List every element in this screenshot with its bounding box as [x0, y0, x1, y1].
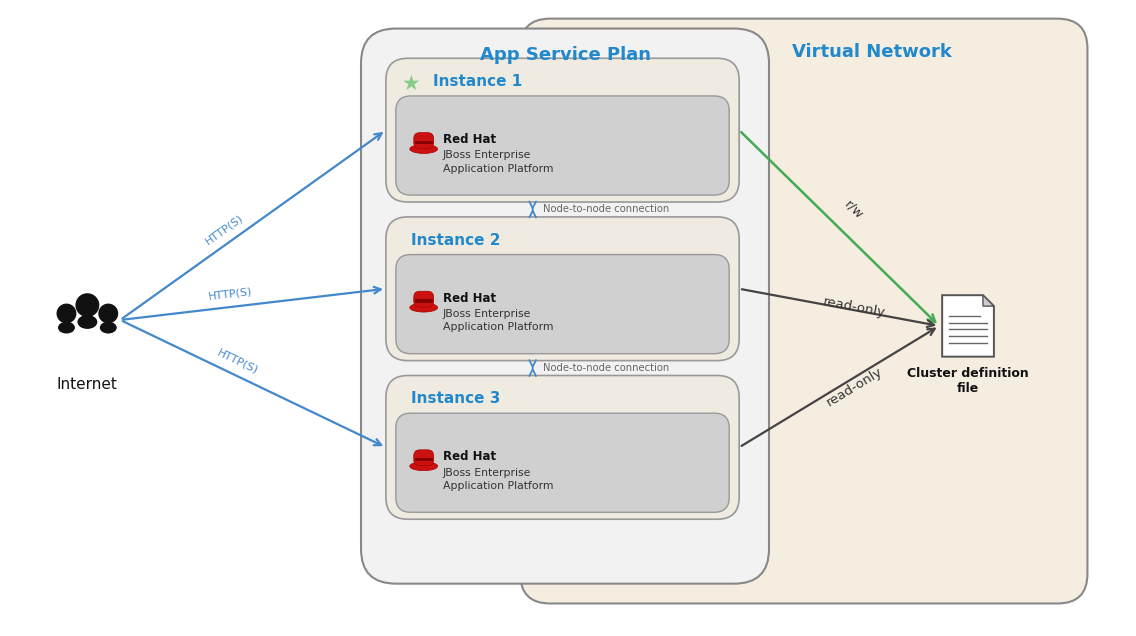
Ellipse shape [410, 144, 437, 153]
Circle shape [75, 293, 99, 317]
FancyBboxPatch shape [414, 291, 434, 307]
Text: read-only: read-only [824, 364, 885, 409]
Text: ★: ★ [401, 74, 420, 94]
Text: JBoss Enterprise
Application Platform: JBoss Enterprise Application Platform [443, 309, 553, 332]
Polygon shape [942, 295, 994, 357]
Ellipse shape [410, 303, 437, 312]
Text: Virtual Network: Virtual Network [792, 43, 952, 62]
Text: JBoss Enterprise
Application Platform: JBoss Enterprise Application Platform [443, 467, 553, 491]
FancyBboxPatch shape [386, 375, 740, 519]
Bar [415, 299, 433, 303]
Text: App Service Plan: App Service Plan [479, 46, 651, 64]
Text: Node-to-node connection: Node-to-node connection [543, 363, 669, 373]
Text: Internet: Internet [57, 378, 118, 392]
Text: HTTP(S): HTTP(S) [203, 213, 245, 247]
Ellipse shape [58, 322, 75, 333]
Text: r/w: r/w [842, 198, 866, 222]
Text: Instance 2: Instance 2 [411, 233, 500, 248]
Text: Instance 1: Instance 1 [433, 74, 521, 89]
Text: read-only: read-only [821, 295, 886, 319]
FancyBboxPatch shape [414, 133, 434, 148]
Ellipse shape [410, 462, 437, 471]
Circle shape [99, 303, 118, 323]
FancyBboxPatch shape [361, 29, 769, 584]
Text: HTTP(S): HTTP(S) [216, 348, 259, 376]
Circle shape [57, 303, 76, 323]
Text: Red Hat: Red Hat [443, 450, 495, 463]
FancyBboxPatch shape [395, 96, 729, 195]
Text: HTTP(S): HTTP(S) [208, 286, 253, 301]
FancyBboxPatch shape [395, 254, 729, 354]
FancyBboxPatch shape [386, 217, 740, 361]
FancyBboxPatch shape [395, 413, 729, 512]
Text: Instance 3: Instance 3 [411, 391, 500, 406]
Bar [415, 458, 433, 461]
Ellipse shape [100, 322, 117, 333]
Text: Node-to-node connection: Node-to-node connection [543, 204, 669, 214]
FancyBboxPatch shape [520, 18, 1087, 604]
Polygon shape [983, 295, 994, 306]
Ellipse shape [77, 315, 98, 329]
Text: Red Hat: Red Hat [443, 292, 495, 305]
FancyBboxPatch shape [386, 59, 740, 202]
Text: JBoss Enterprise
Application Platform: JBoss Enterprise Application Platform [443, 151, 553, 174]
FancyBboxPatch shape [414, 450, 434, 466]
Text: Red Hat: Red Hat [443, 133, 495, 146]
Text: Cluster definition
file: Cluster definition file [908, 366, 1029, 394]
Bar [415, 141, 433, 144]
